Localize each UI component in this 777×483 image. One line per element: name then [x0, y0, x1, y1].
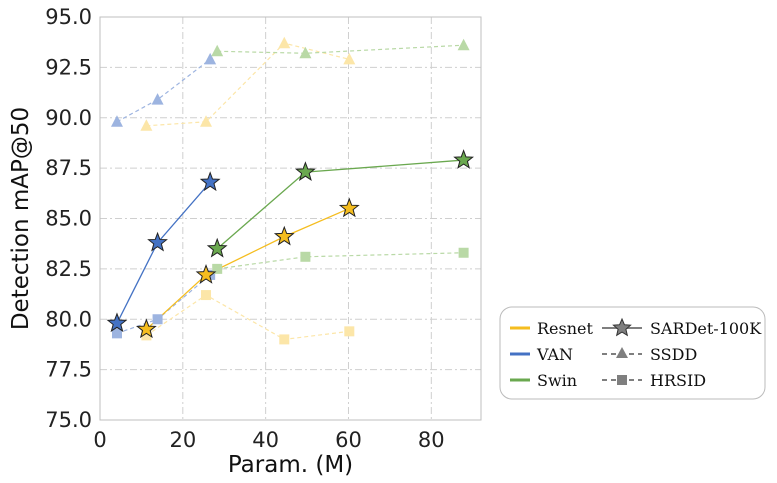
star-marker-resnet-sardet-100k [338, 197, 360, 218]
square-marker-resnet-hrsid [279, 334, 290, 345]
star-marker-van-sardet-100k [147, 231, 168, 252]
series-line-swin-sardet-100k [216, 159, 464, 250]
square-marker-resnet-hrsid [141, 330, 152, 341]
x-tick-label: 20 [169, 428, 196, 452]
triangle-marker-resnet-ssdd [278, 36, 291, 49]
square-marker-swin-hrsid [458, 247, 469, 258]
plot-frame [99, 16, 482, 421]
square-marker-resnet-hrsid [344, 326, 355, 337]
y-axis-label: Detection mAP@50 [8, 107, 34, 330]
y-tick-label: 75.0 [45, 408, 92, 432]
triangle-marker-swin-ssdd [211, 44, 224, 57]
series-lines [116, 42, 464, 341]
y-tick-label: 90.0 [45, 106, 92, 130]
y-tick-label: 80.0 [45, 307, 92, 331]
y-tick-label: 85.0 [45, 207, 92, 231]
triangle-marker-van-ssdd [110, 115, 123, 127]
series-line-swin-hrsid [217, 252, 464, 270]
legend-label-van: VAN [536, 345, 573, 364]
x-tick-label: 80 [418, 428, 445, 452]
y-tick-label: 87.5 [45, 156, 92, 180]
y-tick-label: 82.5 [45, 257, 92, 281]
legend-label-sardet: SARDet-100K [650, 319, 762, 338]
square-marker-swin-hrsid [212, 263, 223, 274]
star-marker-resnet-sardet-100k [273, 225, 295, 246]
grid [100, 17, 481, 420]
legend-label-ssdd: SSDD [650, 345, 697, 364]
triangle-marker-swin-ssdd [299, 46, 312, 59]
star-marker-van-sardet-100k [106, 312, 128, 333]
triangle-marker-resnet-ssdd [200, 115, 213, 127]
legend-label-hrsid: HRSID [650, 371, 706, 390]
square-marker-resnet-hrsid [201, 290, 212, 301]
square-marker-van-hrsid [111, 328, 122, 339]
triangle-marker-van-ssdd [204, 52, 217, 65]
legend-swatch-square-icon [617, 375, 627, 385]
legend-label-resnet: Resnet [537, 319, 594, 338]
star-marker-resnet-sardet-100k [135, 318, 157, 339]
square-marker-swin-hrsid [300, 251, 311, 262]
series-line-resnet-ssdd [146, 42, 350, 127]
x-tick-label: 60 [335, 428, 362, 452]
x-tick-label: 0 [93, 428, 106, 452]
triangle-marker-resnet-ssdd [343, 52, 356, 65]
x-axis-label: Param. (M) [228, 452, 353, 478]
legend-swatch-triangle-icon [616, 347, 628, 358]
square-marker-van-hrsid [152, 314, 163, 325]
y-tick-label: 77.5 [45, 358, 92, 382]
series-line-resnet-sardet-100k [145, 207, 350, 330]
star-marker-van-sardet-100k [199, 171, 221, 192]
triangle-marker-van-ssdd [151, 93, 164, 105]
series-line-van-ssdd [116, 58, 211, 123]
triangle-marker-swin-ssdd [457, 38, 470, 51]
series-line-swin-ssdd [217, 44, 464, 54]
y-tick-label: 92.5 [45, 55, 92, 79]
x-tick-label: 40 [252, 428, 279, 452]
star-marker-swin-sardet-100k [206, 237, 228, 258]
legend: Resnet VAN Swin SARDet-100K SSDD HRSID [499, 306, 766, 400]
star-marker-swin-sardet-100k [295, 161, 316, 181]
tick-labels: 75.0 77.5 80.0 82.5 85.0 87.5 90.0 92.5 95.0 0 20 4… [45, 5, 444, 452]
legend-swatch-star-icon [612, 317, 632, 337]
series-markers [106, 36, 474, 345]
legend-label-swin: Swin [537, 371, 577, 390]
y-tick-label: 95.0 [45, 5, 92, 29]
star-marker-swin-sardet-100k [453, 149, 474, 169]
star-marker-resnet-sardet-100k [195, 263, 217, 284]
triangle-marker-resnet-ssdd [140, 119, 153, 131]
series-line-resnet-hrsid [146, 294, 350, 341]
